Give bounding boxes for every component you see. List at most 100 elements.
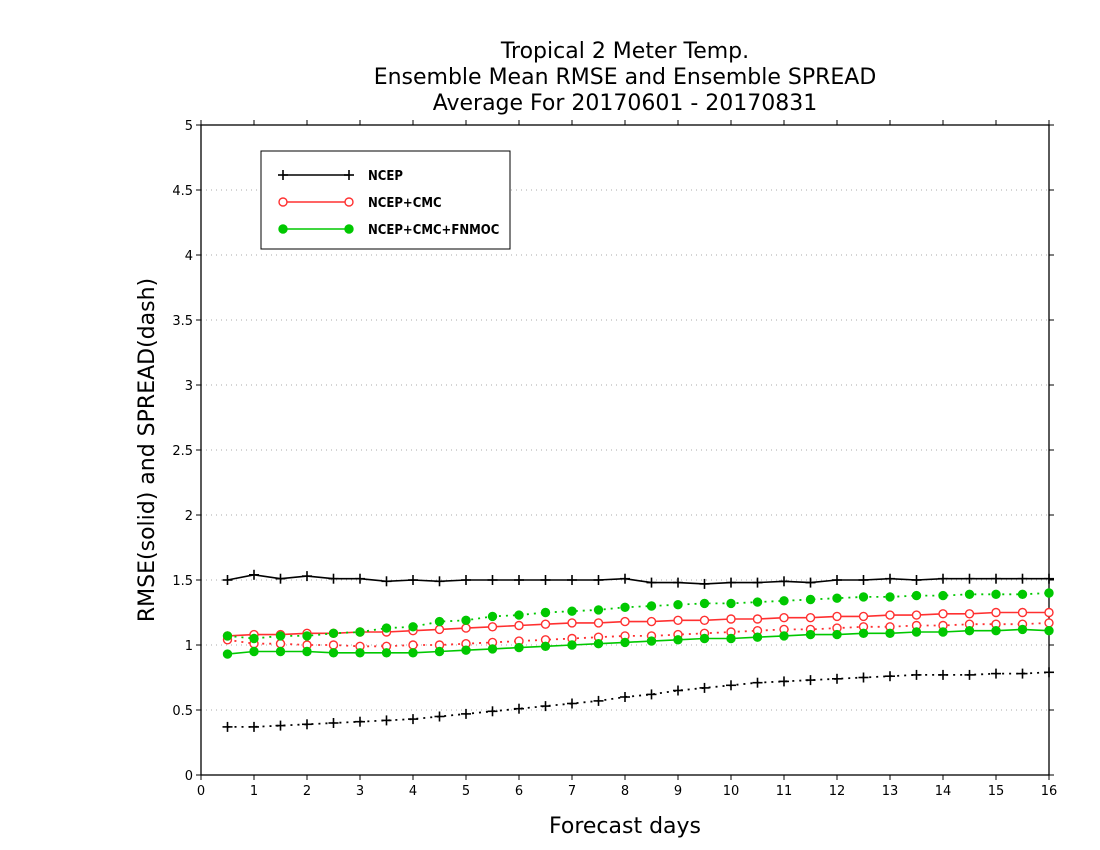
series-1-rmse-point <box>699 615 710 625</box>
series-2-spread-point <box>991 589 1001 599</box>
y-tick-label: 2 <box>185 509 193 524</box>
series-1-rmse-point <box>434 624 445 635</box>
series-0-rmse-point <box>779 576 789 587</box>
series-0-rmse-point <box>726 577 736 588</box>
series-2-rmse-point <box>275 646 286 657</box>
series-2-rmse-point <box>461 645 471 655</box>
series-0-spread-point <box>567 698 577 709</box>
series-1-rmse-point <box>832 611 842 622</box>
series-2-spread-point <box>487 611 498 622</box>
series-0-rmse-point <box>434 576 445 587</box>
series-1-rmse-point <box>779 613 789 623</box>
series-0-spread-point <box>1017 668 1028 679</box>
series-2-rmse-point <box>355 648 365 658</box>
series-0-rmse-point <box>699 578 710 589</box>
x-tick-label: 11 <box>776 784 793 799</box>
legend-item: NCEP+CMC <box>278 196 442 211</box>
series-2-spread-point <box>434 616 445 627</box>
series-1-spread-point <box>1044 618 1054 628</box>
series-0-rmse-point <box>832 575 842 585</box>
series-2-spread-point <box>964 589 975 599</box>
legend-box <box>260 150 511 250</box>
y-tick-label: 3.5 <box>172 314 193 329</box>
series-2-spread-point <box>514 610 524 620</box>
legend-item: NCEP+CMC+FNMOC <box>278 223 499 238</box>
series-0-spread-point <box>275 720 286 731</box>
series-2-rmse-point <box>646 636 657 646</box>
legend-label: NCEP+CMC+FNMOC <box>368 223 499 238</box>
series-0-rmse-point <box>461 575 471 585</box>
series-0-rmse-point <box>540 575 551 585</box>
series-0-rmse-point <box>355 573 365 584</box>
series-2-rmse-point <box>805 629 816 640</box>
series-2-spread-point <box>593 605 604 615</box>
x-tick-label: 12 <box>829 784 846 799</box>
series-1-rmse-point <box>673 615 683 625</box>
x-axis-label: Forecast days <box>549 814 701 839</box>
x-tick-label: 14 <box>935 784 952 799</box>
legend-marker <box>278 197 288 207</box>
series-0-rmse-point <box>646 577 657 588</box>
series-2-rmse-point <box>938 627 948 637</box>
series-2-spread-point <box>779 596 789 606</box>
series-0-rmse-point <box>1044 573 1054 584</box>
series-0-spread-point <box>964 669 975 680</box>
series-0-rmse-point <box>381 576 392 587</box>
series-0-spread-point <box>593 695 604 706</box>
series-0-rmse-point <box>911 575 922 585</box>
x-tick-label: 10 <box>723 784 740 799</box>
series-2-spread-point <box>646 601 657 611</box>
series-2-spread-point <box>832 593 842 603</box>
series-1-spread-point <box>275 639 286 649</box>
series-1-rmse-point <box>726 614 736 624</box>
x-tick-label: 9 <box>674 784 682 799</box>
series-1-rmse-point <box>1044 607 1054 618</box>
series-2-rmse-point <box>752 632 763 642</box>
series-2-spread-point <box>355 627 365 637</box>
y-tick-label: 4.5 <box>172 184 193 199</box>
series-2-spread-point <box>567 606 577 616</box>
series-1-rmse-point <box>593 618 604 628</box>
series-2-spread-point <box>461 615 471 625</box>
series-0-rmse-point <box>567 575 577 585</box>
series-0-rmse-point <box>328 573 339 584</box>
title-line: Ensemble Mean RMSE and Ensemble SPREAD <box>374 65 877 90</box>
series-0-spread-point <box>514 703 524 714</box>
series-2-rmse-point <box>540 641 551 651</box>
series-2-rmse-point <box>779 631 789 641</box>
series-1-rmse-point <box>938 609 948 619</box>
series-2-spread-point <box>275 631 286 641</box>
series-2-rmse-point <box>249 646 259 657</box>
series-2-spread-point <box>726 598 736 609</box>
series-0-spread-point <box>673 685 683 696</box>
y-tick-label: 1 <box>185 639 193 654</box>
y-axis-label: RMSE(solid) and SPREAD(dash) <box>135 278 160 622</box>
series-0-spread-point <box>540 701 551 712</box>
series-0-rmse-point <box>805 577 816 588</box>
series-2-spread-point <box>1044 588 1054 598</box>
series-0-spread-point <box>222 721 233 732</box>
y-tick-label: 5 <box>185 119 193 134</box>
series-2-rmse-point <box>885 628 895 638</box>
x-tick-label: 7 <box>568 784 576 799</box>
series-0-spread-point <box>461 708 471 719</box>
series-2-spread-point <box>752 597 763 607</box>
series-0-spread-line <box>227 671 1050 728</box>
x-tick-label: 15 <box>988 784 1005 799</box>
series-2-rmse-point <box>302 646 312 657</box>
series-0-rmse-point <box>620 573 630 584</box>
series-2-spread-point <box>885 592 895 602</box>
series-2-spread-point <box>805 594 816 605</box>
series-2-spread-point <box>249 633 259 644</box>
series-2-spread-point <box>302 631 312 641</box>
x-tick-label: 0 <box>197 784 205 799</box>
series-0-rmse-point <box>302 571 312 582</box>
series-1-rmse-point <box>620 616 630 627</box>
series-1-rmse-point <box>646 616 657 627</box>
legend: NCEP NCEP+CMC NCEP+CMC+FNMOC <box>260 150 511 250</box>
legend-label: NCEP+CMC <box>368 196 442 211</box>
series-1-rmse-point <box>885 610 895 620</box>
series-2-rmse-point <box>222 649 233 659</box>
series-0-spread-point <box>726 680 736 691</box>
series-1-rmse-point <box>461 623 471 633</box>
